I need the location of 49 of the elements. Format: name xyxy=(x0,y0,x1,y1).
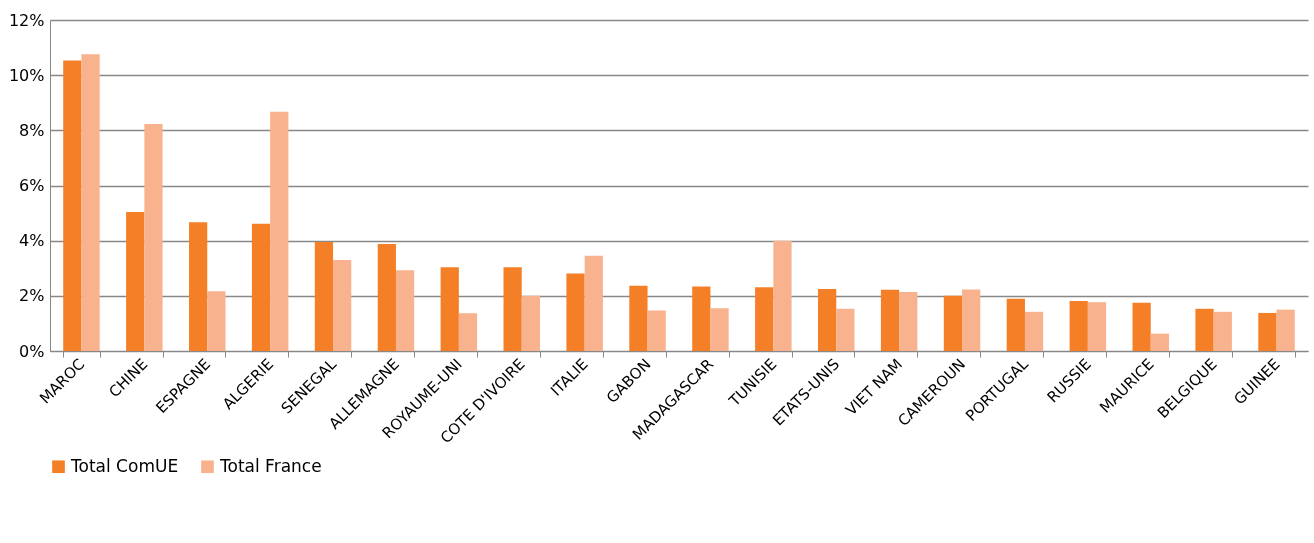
bar xyxy=(1132,302,1151,351)
bar xyxy=(440,267,459,351)
bar xyxy=(81,54,100,351)
y-tick-label: 4% xyxy=(19,231,45,251)
bar xyxy=(126,211,145,351)
bar xyxy=(755,287,774,351)
y-tick-label: 8% xyxy=(19,120,45,140)
bar xyxy=(144,123,163,351)
bar xyxy=(1087,302,1107,351)
bar xyxy=(503,267,522,351)
bar xyxy=(1258,312,1277,351)
bar xyxy=(710,308,729,351)
bar xyxy=(773,240,792,351)
bar xyxy=(377,243,396,351)
bar xyxy=(207,291,226,351)
bar xyxy=(251,223,271,351)
bar xyxy=(629,285,648,351)
bar xyxy=(270,111,289,351)
y-tick-label: 6% xyxy=(19,176,45,195)
bar xyxy=(333,259,352,351)
bar xyxy=(943,295,963,351)
bar xyxy=(899,291,918,351)
bar xyxy=(1006,298,1025,351)
bar xyxy=(458,313,478,351)
bar xyxy=(818,288,837,351)
bar xyxy=(521,295,540,351)
y-tick-label: 10% xyxy=(8,65,45,85)
bar xyxy=(63,60,82,351)
y-tick-label: 2% xyxy=(19,286,45,306)
legend-label: Total ComUE xyxy=(70,455,179,476)
legend-label: Total France xyxy=(219,455,322,476)
bar xyxy=(189,222,208,351)
bar xyxy=(566,273,585,351)
bar xyxy=(1024,311,1044,351)
bar xyxy=(1195,308,1214,351)
y-tick-label: 12% xyxy=(8,10,45,30)
bar xyxy=(836,308,855,351)
bar xyxy=(1276,309,1295,351)
bar xyxy=(647,310,666,351)
bar xyxy=(692,286,711,351)
bar xyxy=(314,242,334,351)
bar xyxy=(584,255,603,351)
bar xyxy=(1069,301,1088,351)
bar xyxy=(1213,311,1232,351)
bar xyxy=(962,289,981,351)
bar xyxy=(1150,333,1169,351)
bar xyxy=(880,289,900,351)
bar xyxy=(395,270,415,351)
y-tick-label: 0% xyxy=(19,341,45,361)
